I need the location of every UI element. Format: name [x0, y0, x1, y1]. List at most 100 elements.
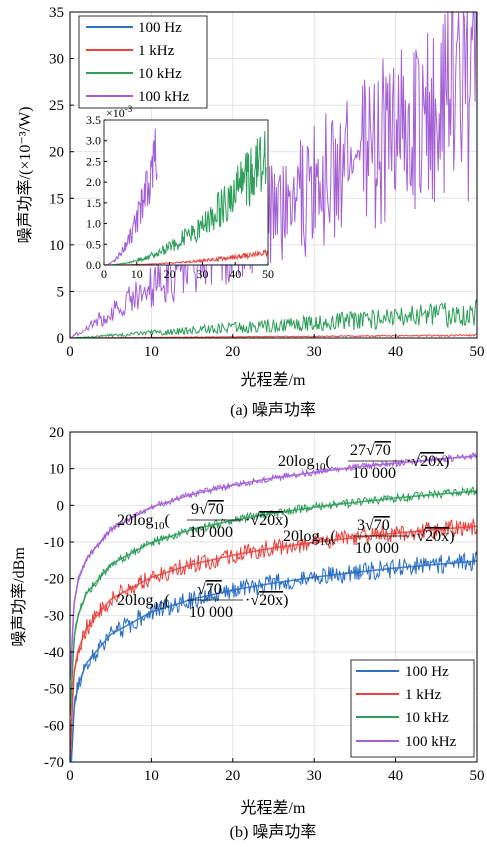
inset-series-100khz	[104, 128, 158, 266]
panel-a-xtick-label: 0	[66, 344, 74, 360]
panel-b-series	[69, 451, 478, 763]
inset-series-10khz	[104, 131, 267, 266]
inset-xtick-label: 20	[164, 267, 176, 281]
legend-a-10khz-label: 10 kHz	[138, 66, 182, 82]
inset-ytick-label: 2.5	[86, 154, 101, 168]
panel-b-ytick-label: -10	[44, 535, 64, 551]
panel-a-inset: 0 10 20 30 40 50 0.0 0.5 1.0 1.5 2.0 2.5 3.0 3.5 ×10-…	[86, 104, 274, 281]
panel-b-ytick-label: 20	[49, 425, 64, 441]
panel-a-ytick-label: 15	[49, 191, 64, 207]
inset-ytick-label: 3.5	[86, 113, 101, 127]
svg-text:20log10(: 20log10(	[117, 512, 170, 532]
panel-b-frame	[69, 431, 478, 763]
inset-exponent: ×10-3	[106, 104, 133, 120]
panel-a-ytick-label: 30	[49, 52, 64, 68]
svg-text:27√70: 27√70	[350, 442, 391, 459]
panel-b-fit-100khz	[69, 455, 478, 677]
panel-b-ticks: 0 10 20 30 40 50 20 10 0 -10 -20 -30 -40 -50 -60 -70	[44, 425, 485, 784]
inset-xtick-label: 40	[229, 267, 241, 281]
svg-text:·√20x): ·√20x)	[245, 512, 288, 529]
panel-a-series-10khz	[70, 299, 478, 339]
panel-b-ytick-label: -30	[44, 608, 64, 624]
panel-a-legend: 100 Hz 1 kHz 10 kHz 100 kHz	[78, 15, 208, 109]
panel-a: 0 10 20 30 40 50 0 5 10 15 20 25 30 35 噪声功率/(×10⁻³/W)…	[16, 5, 485, 419]
legend-b-1khz-label: 1 kHz	[405, 687, 442, 703]
panel-b-fit-1khz	[69, 525, 478, 747]
panel-a-ticks: 0 10 20 30 40 50 0 5 10 15 20 25 30 35	[49, 5, 485, 360]
legend-b-100hz-label: 100 Hz	[405, 664, 449, 680]
panel-a-legend-box	[78, 15, 208, 109]
panel-b-fit-10khz	[69, 490, 478, 712]
panel-b-xtick-label: 0	[66, 768, 74, 784]
annotation-1khz: 20log10( 3√70 10 000 ·√20x)	[283, 517, 454, 557]
legend-b-100khz-label: 100 kHz	[405, 734, 457, 750]
legend-b-10khz-label: 10 kHz	[405, 710, 449, 726]
svg-text:10 000: 10 000	[189, 604, 233, 621]
panel-a-xtick-label: 30	[307, 344, 322, 360]
inset-ticks: 0 10 20 30 40 50 0.0 0.5 1.0 1.5 2.0 2.5 3.0 3.5	[86, 113, 274, 281]
inset-xtick-label: 50	[262, 267, 274, 281]
svg-text:20log10(: 20log10(	[278, 453, 331, 473]
svg-text:9√70: 9√70	[191, 501, 224, 518]
inset-ytick-label: 0.5	[86, 237, 101, 251]
panel-a-xtick-label: 40	[388, 344, 403, 360]
panel-b-series-10khz	[69, 486, 478, 716]
panel-b-xtick-label: 40	[388, 768, 403, 784]
inset-ytick-label: 1.0	[86, 217, 101, 231]
panel-b-fit-100hz	[70, 560, 477, 763]
panel-a-frame	[69, 11, 478, 339]
inset-xtick-label: 30	[196, 267, 208, 281]
panel-b-caption: (b) 噪声功率	[230, 823, 317, 841]
svg-text:10 000: 10 000	[352, 465, 396, 482]
panel-a-xlabel: 光程差/m	[241, 371, 306, 389]
panel-a-caption: (a) 噪声功率	[230, 401, 316, 419]
panel-b-ytick-label: -60	[44, 718, 64, 734]
panel-b-legend: 100 Hz 1 kHz 10 kHz 100 kHz	[350, 659, 475, 758]
panel-b-ytick-label: 10	[49, 462, 64, 478]
panel-b-ytick-label: -70	[44, 755, 64, 771]
svg-text:10 000: 10 000	[355, 540, 399, 557]
inset-xtick-label: 10	[131, 267, 143, 281]
inset-ytick-label: 0.0	[86, 258, 101, 272]
inset-ytick-label: 2.0	[86, 175, 101, 189]
panel-b-series-100hz	[69, 551, 478, 763]
panel-b: 0 10 20 30 40 50 20 10 0 -10 -20 -30 -40 -50 -60 -70 噪声…	[10, 425, 485, 841]
panel-b-grid	[70, 432, 477, 762]
panel-a-ytick-label: 0	[57, 331, 65, 347]
svg-text:√70: √70	[197, 581, 222, 598]
inset-ytick-label: 1.5	[86, 196, 101, 210]
panel-a-xtick-label: 10	[144, 344, 159, 360]
panel-b-ytick-label: 0	[57, 498, 65, 514]
panel-b-xtick-label: 50	[470, 768, 485, 784]
inset-xtick-label: 0	[101, 267, 107, 281]
legend-a-1khz-label: 1 kHz	[138, 43, 175, 59]
svg-text:10 000: 10 000	[189, 524, 233, 541]
inset-ytick-label: 3.0	[86, 134, 101, 148]
svg-text:20log10(: 20log10(	[283, 528, 336, 548]
svg-text:20log10(: 20log10(	[117, 592, 170, 612]
panel-a-ylabel: 噪声功率/(×10⁻³/W)	[16, 107, 34, 244]
svg-text:3√70: 3√70	[357, 517, 390, 534]
panel-a-ytick-label: 35	[49, 5, 64, 21]
panel-a-ytick-label: 25	[49, 98, 64, 114]
annotation-100hz: 20log10( √70 10 000 ·√20x)	[117, 581, 288, 621]
svg-text:·√20x): ·√20x)	[406, 453, 449, 470]
annotation-10khz: 20log10( 9√70 10 000 ·√20x)	[117, 501, 288, 541]
panel-b-ytick-label: -40	[44, 645, 64, 661]
inset-frame	[103, 119, 269, 266]
panel-b-xtick-label: 30	[307, 768, 322, 784]
panel-b-xtick-label: 20	[225, 768, 240, 784]
panel-a-ytick-label: 5	[57, 284, 65, 300]
panel-b-ytick-label: -20	[44, 572, 64, 588]
panel-a-ytick-label: 10	[49, 238, 64, 254]
panel-b-ylabel: 噪声功率/dBm	[10, 547, 28, 647]
inset-background	[104, 120, 268, 265]
panel-b-xtick-label: 10	[144, 768, 159, 784]
legend-a-100khz-label: 100 kHz	[138, 89, 190, 105]
svg-text:·√20x): ·√20x)	[245, 592, 288, 609]
panel-a-xtick-label: 20	[225, 344, 240, 360]
legend-a-100hz-label: 100 Hz	[138, 20, 182, 36]
svg-text:·√20x): ·√20x)	[411, 528, 454, 545]
panel-a-series-1khz	[70, 333, 477, 339]
